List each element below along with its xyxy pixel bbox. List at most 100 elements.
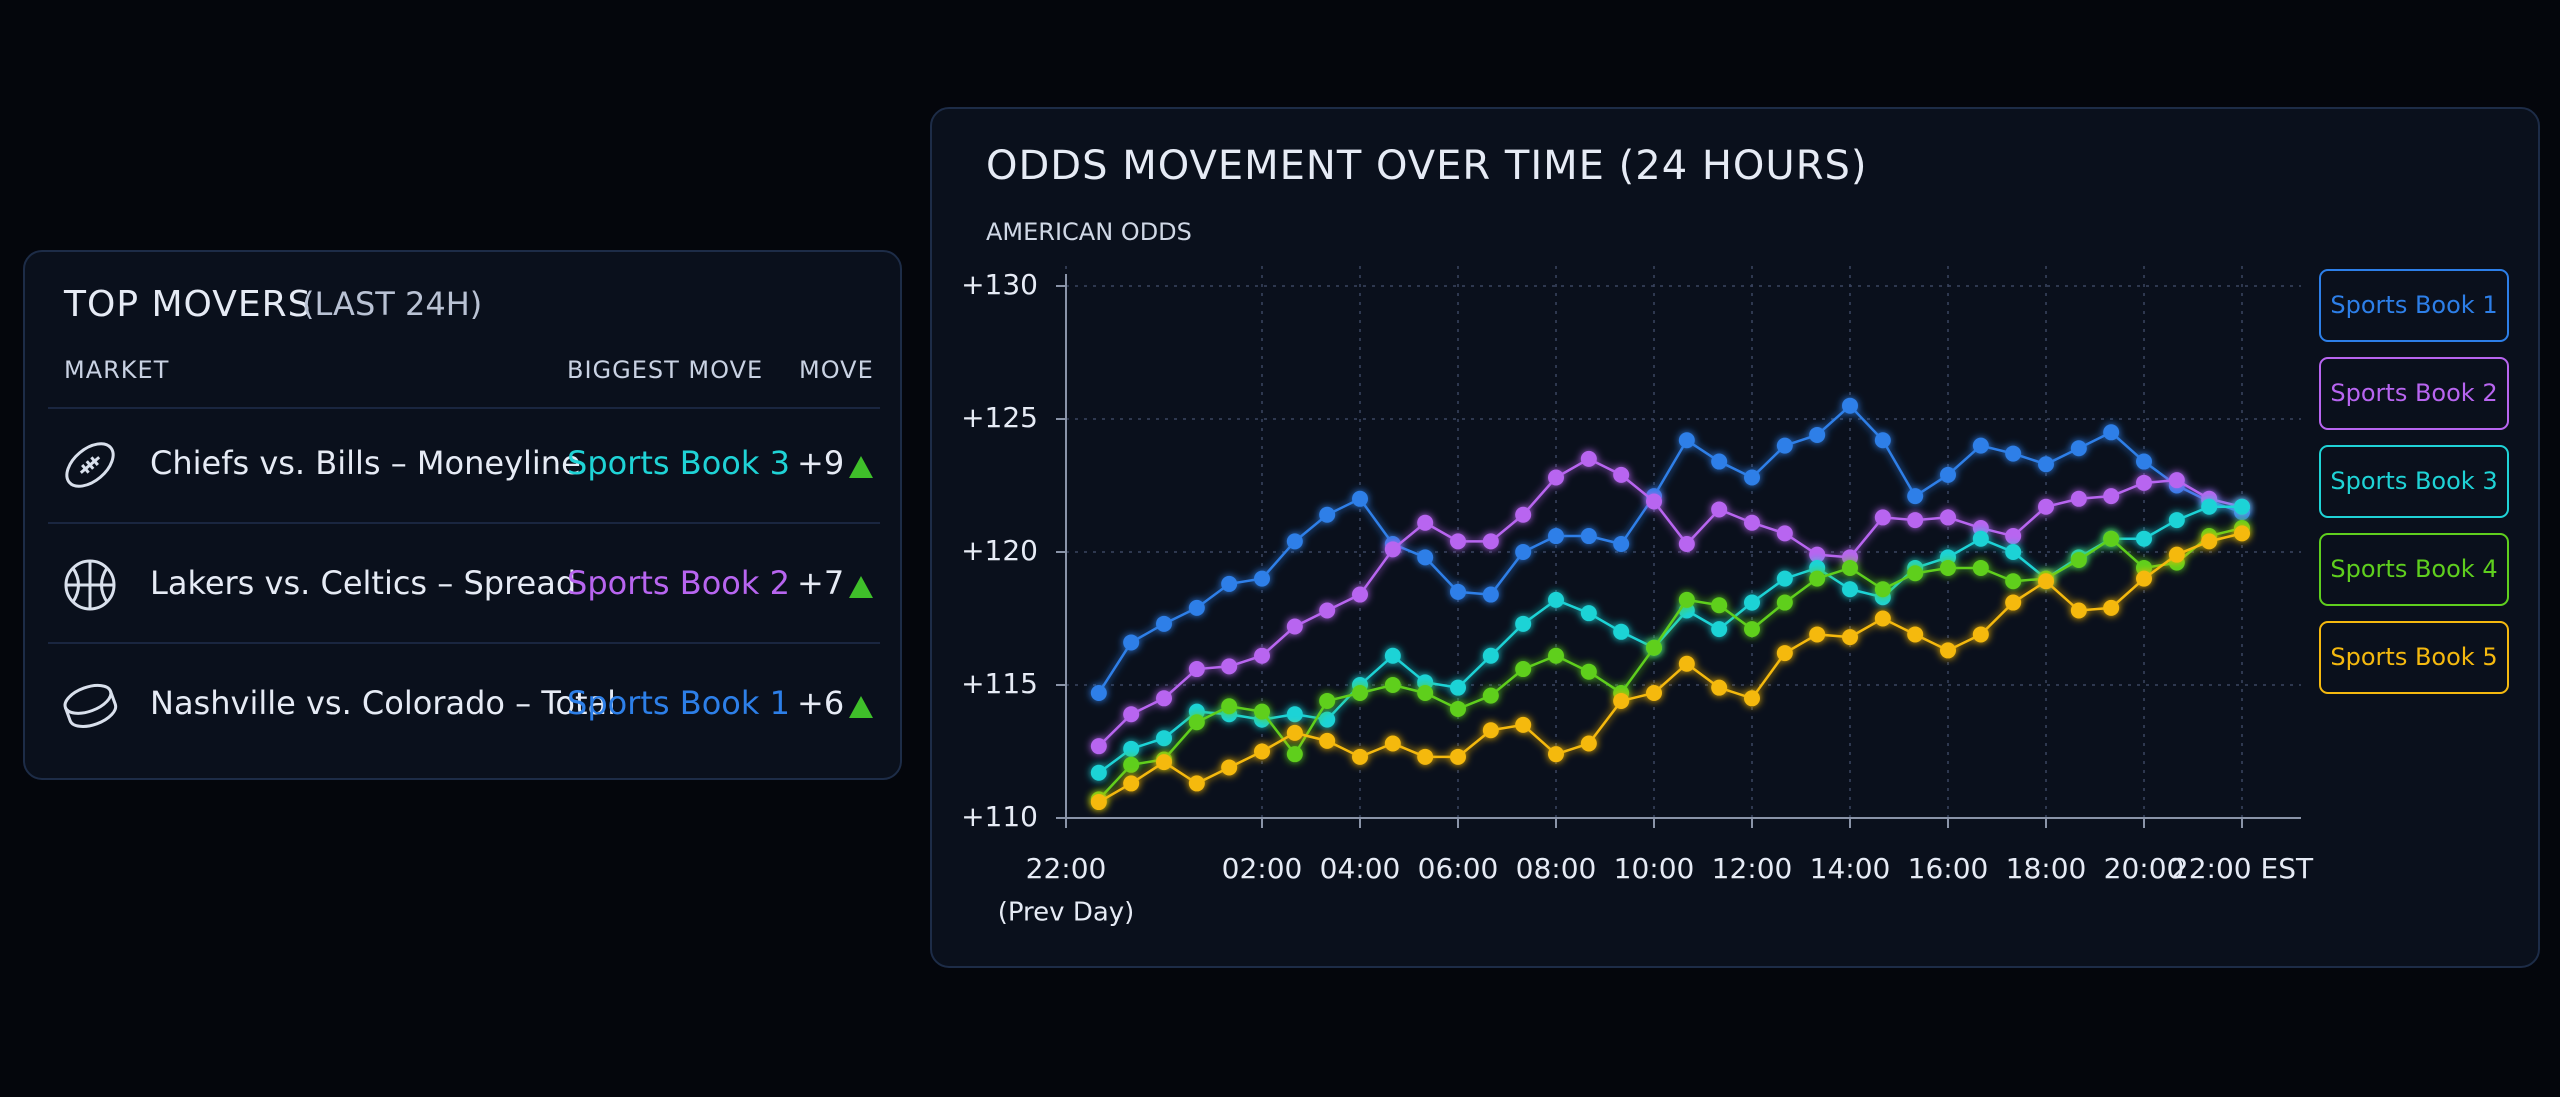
data-point <box>1384 647 1401 664</box>
panel-subtitle: (LAST 24H) <box>302 285 482 323</box>
data-point <box>2103 599 2120 616</box>
data-point <box>2168 546 2185 563</box>
data-point <box>1580 450 1597 467</box>
data-point <box>1874 432 1891 449</box>
legend-box[interactable] <box>2319 621 2509 694</box>
move-value: +6 <box>797 684 844 722</box>
legend-box[interactable] <box>2319 269 2509 342</box>
data-point <box>1874 509 1891 526</box>
data-point <box>1254 647 1270 664</box>
panel <box>23 250 902 780</box>
data-point <box>1221 698 1238 715</box>
data-point <box>1450 748 1466 765</box>
data-point <box>1352 684 1368 701</box>
data-point <box>1580 735 1597 752</box>
data-point <box>1548 647 1564 664</box>
data-point <box>1515 716 1532 733</box>
data-point <box>1319 506 1336 523</box>
data-point <box>2201 498 2218 515</box>
data-point <box>1515 661 1532 678</box>
data-point <box>1090 764 1107 781</box>
data-point <box>1613 623 1630 640</box>
series <box>1090 525 2250 811</box>
legend-label: Sports Book 5 <box>2330 643 2497 671</box>
data-point <box>2103 424 2120 441</box>
x-tick-label: 22:00 <box>1026 852 1107 885</box>
y-tick-label: +125 <box>961 401 1038 434</box>
data-point <box>1188 714 1205 731</box>
market-name: Nashville vs. Colorado – Total <box>150 684 616 722</box>
data-point <box>1776 594 1793 611</box>
data-point <box>2234 498 2250 515</box>
x-tick-label: 16:00 <box>1908 852 1989 885</box>
data-point <box>1907 488 1924 505</box>
data-point <box>2038 573 2054 590</box>
data-point <box>1090 738 1107 755</box>
move-value: +7 <box>797 564 844 602</box>
data-point <box>1450 533 1466 550</box>
data-point <box>1613 466 1630 483</box>
data-point <box>1972 559 1989 576</box>
data-point <box>1123 740 1140 757</box>
x-tick-label: 06:00 <box>1418 852 1499 885</box>
data-point <box>1613 536 1630 553</box>
data-point <box>1123 634 1140 651</box>
data-point <box>1482 687 1499 704</box>
data-point <box>2070 551 2087 568</box>
data-point <box>1221 575 1238 592</box>
data-point <box>1744 469 1760 486</box>
data-point <box>1286 706 1303 723</box>
data-point <box>1188 775 1205 792</box>
data-point <box>1580 528 1597 545</box>
data-point <box>2038 498 2054 515</box>
data-point <box>1744 594 1760 611</box>
data-point <box>1548 591 1564 608</box>
data-point <box>1090 684 1107 701</box>
legend-box[interactable] <box>2319 445 2509 518</box>
data-point <box>2136 453 2152 470</box>
legend-box[interactable] <box>2319 533 2509 606</box>
data-point <box>1776 570 1793 587</box>
x-tick-label: 08:00 <box>1516 852 1597 885</box>
data-point <box>2103 530 2120 547</box>
data-point <box>1809 570 1826 587</box>
data-point <box>2070 440 2087 457</box>
x-tick-label: 10:00 <box>1614 852 1695 885</box>
data-point <box>2005 594 2022 611</box>
sports-book: Sports Book 2 <box>567 564 790 602</box>
data-point <box>1874 610 1891 627</box>
data-point <box>1711 597 1728 614</box>
x-tick-label: 14:00 <box>1810 852 1891 885</box>
data-point <box>1646 684 1662 701</box>
data-point <box>1090 794 1107 811</box>
legend-box[interactable] <box>2319 357 2509 430</box>
data-point <box>1352 586 1368 603</box>
data-point <box>1678 536 1695 553</box>
basketball-icon <box>64 559 116 611</box>
data-point <box>1319 602 1336 619</box>
series <box>1090 397 2250 701</box>
data-point <box>1711 621 1728 638</box>
data-point <box>1319 711 1336 728</box>
data-point <box>2136 570 2152 587</box>
sports-book: Sports Book 1 <box>567 684 790 722</box>
data-point <box>1286 724 1303 741</box>
data-point <box>1352 490 1368 507</box>
data-point <box>1776 437 1793 454</box>
data-point <box>1482 533 1499 550</box>
data-point <box>1384 541 1401 558</box>
panel <box>930 107 2540 968</box>
data-point <box>1678 432 1695 449</box>
data-point <box>2234 525 2250 542</box>
data-point <box>1450 679 1466 696</box>
data-point <box>1907 626 1924 643</box>
data-point <box>2168 512 2185 529</box>
data-point <box>1482 647 1499 664</box>
data-point <box>1123 775 1140 792</box>
column-header: MARKET <box>64 356 169 384</box>
data-point <box>1450 700 1466 717</box>
data-point <box>1646 639 1662 656</box>
data-point <box>1515 615 1532 632</box>
data-point <box>1940 466 1956 483</box>
data-point <box>1940 642 1956 659</box>
